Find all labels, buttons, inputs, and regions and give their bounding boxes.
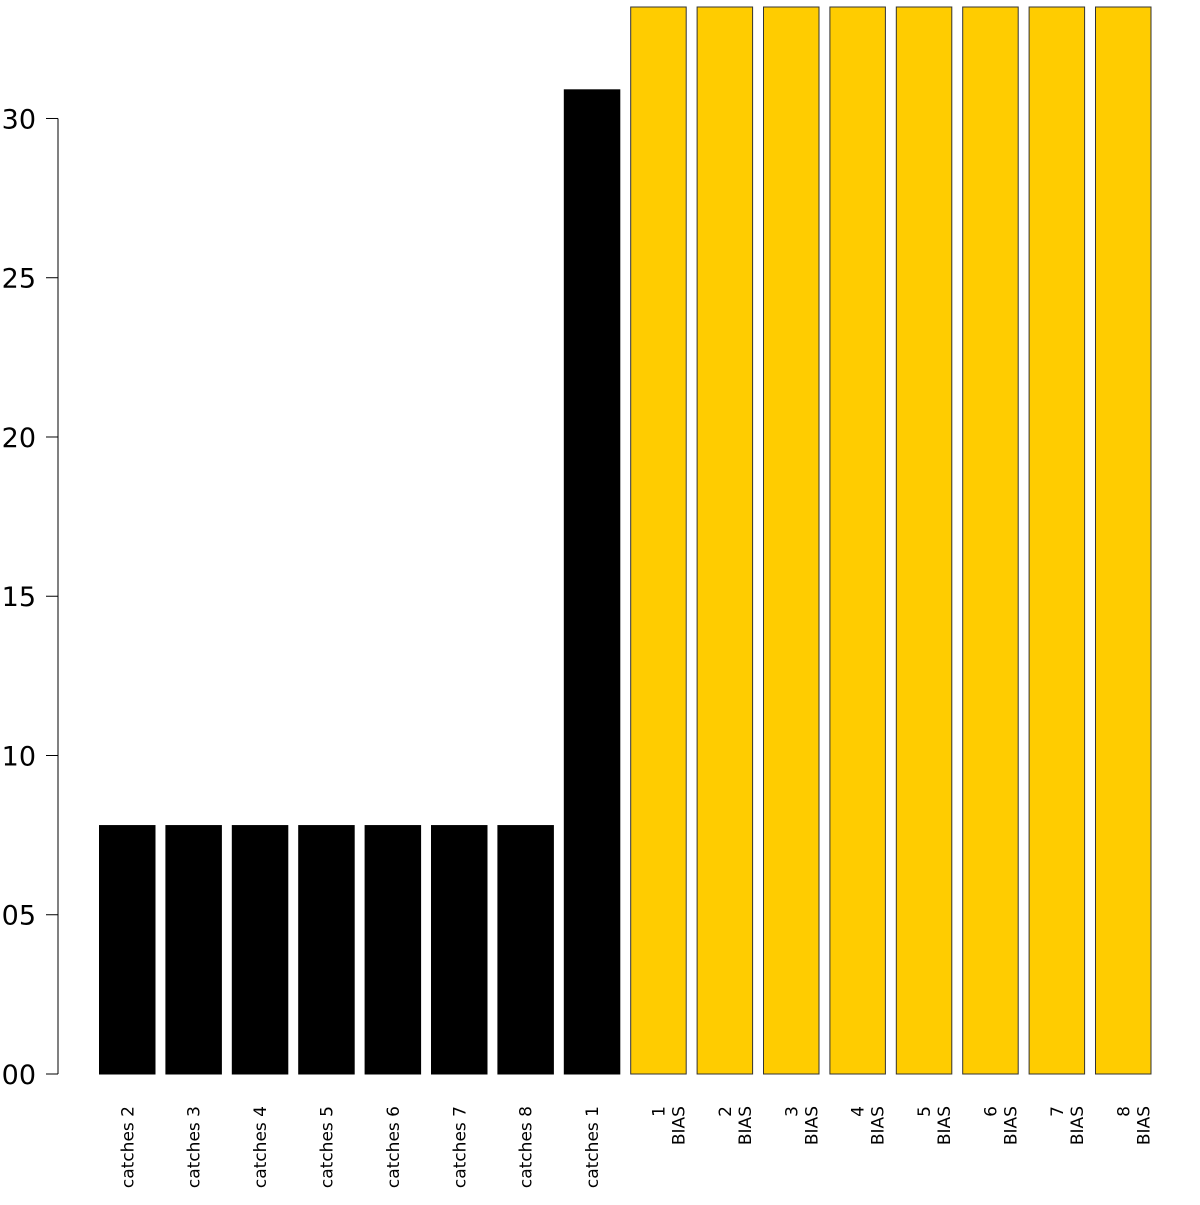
x-tick-label: BIAS <box>869 1106 889 1145</box>
x-tick-label: 4 <box>849 1106 869 1117</box>
x-tick-label: catches 6 <box>384 1106 404 1188</box>
bar-10 <box>696 6 754 1075</box>
bar-12 <box>829 6 886 1075</box>
y-axis: 00 05 10 15 20 25 30 <box>2 104 59 1091</box>
bar-15 <box>1028 6 1086 1075</box>
x-tick-label: catches 3 <box>185 1106 205 1188</box>
y-tick-label: 05 <box>2 901 36 932</box>
x-tick-label: 7 <box>1048 1106 1068 1117</box>
x-tick-label: catches 1 <box>583 1106 603 1188</box>
bar-11 <box>763 6 820 1075</box>
x-tick-label: BIAS <box>802 1106 822 1145</box>
x-tick-label: BIAS <box>935 1106 955 1145</box>
bar-2 <box>165 825 222 1075</box>
bar-9 <box>630 6 687 1075</box>
x-axis-labels: catches 2 catches 3 catches 4 catches 5 catc… <box>118 1106 1154 1188</box>
bar-5 <box>364 825 422 1075</box>
y-tick-label: 25 <box>2 264 36 295</box>
x-tick-label: catches 4 <box>251 1106 271 1188</box>
bars <box>99 6 1152 1075</box>
bar-4 <box>298 825 355 1075</box>
x-tick-label: catches 7 <box>450 1106 470 1188</box>
bar-13 <box>895 6 953 1075</box>
bar-1 <box>99 825 156 1075</box>
bar-14 <box>962 6 1019 1075</box>
y-tick-label: 15 <box>2 582 36 613</box>
y-tick-label: 10 <box>2 741 36 772</box>
bar-3 <box>231 825 289 1075</box>
x-tick-label: catches 5 <box>317 1106 337 1188</box>
y-tick-label: 00 <box>2 1060 36 1091</box>
bar-7 <box>497 825 554 1075</box>
x-tick-label: catches 2 <box>118 1106 138 1188</box>
x-tick-label: BIAS <box>736 1106 756 1145</box>
x-tick-label: catches 8 <box>517 1106 537 1188</box>
x-tick-label: 5 <box>915 1106 935 1117</box>
bar-6 <box>431 825 488 1075</box>
y-tick-label: 20 <box>2 423 36 454</box>
x-tick-label: 2 <box>716 1106 736 1117</box>
x-tick-label: 6 <box>981 1106 1001 1117</box>
y-tick-label: 30 <box>2 104 36 135</box>
x-tick-label: BIAS <box>1134 1106 1154 1145</box>
x-tick-label: BIAS <box>1068 1106 1088 1145</box>
bar-8 <box>563 89 621 1075</box>
x-tick-label: BIAS <box>669 1106 689 1145</box>
bar-16 <box>1095 6 1152 1075</box>
x-tick-label: 1 <box>649 1106 669 1117</box>
x-tick-label: 8 <box>1114 1106 1134 1117</box>
x-tick-label: BIAS <box>1001 1106 1021 1145</box>
x-tick-label: 3 <box>782 1106 802 1117</box>
